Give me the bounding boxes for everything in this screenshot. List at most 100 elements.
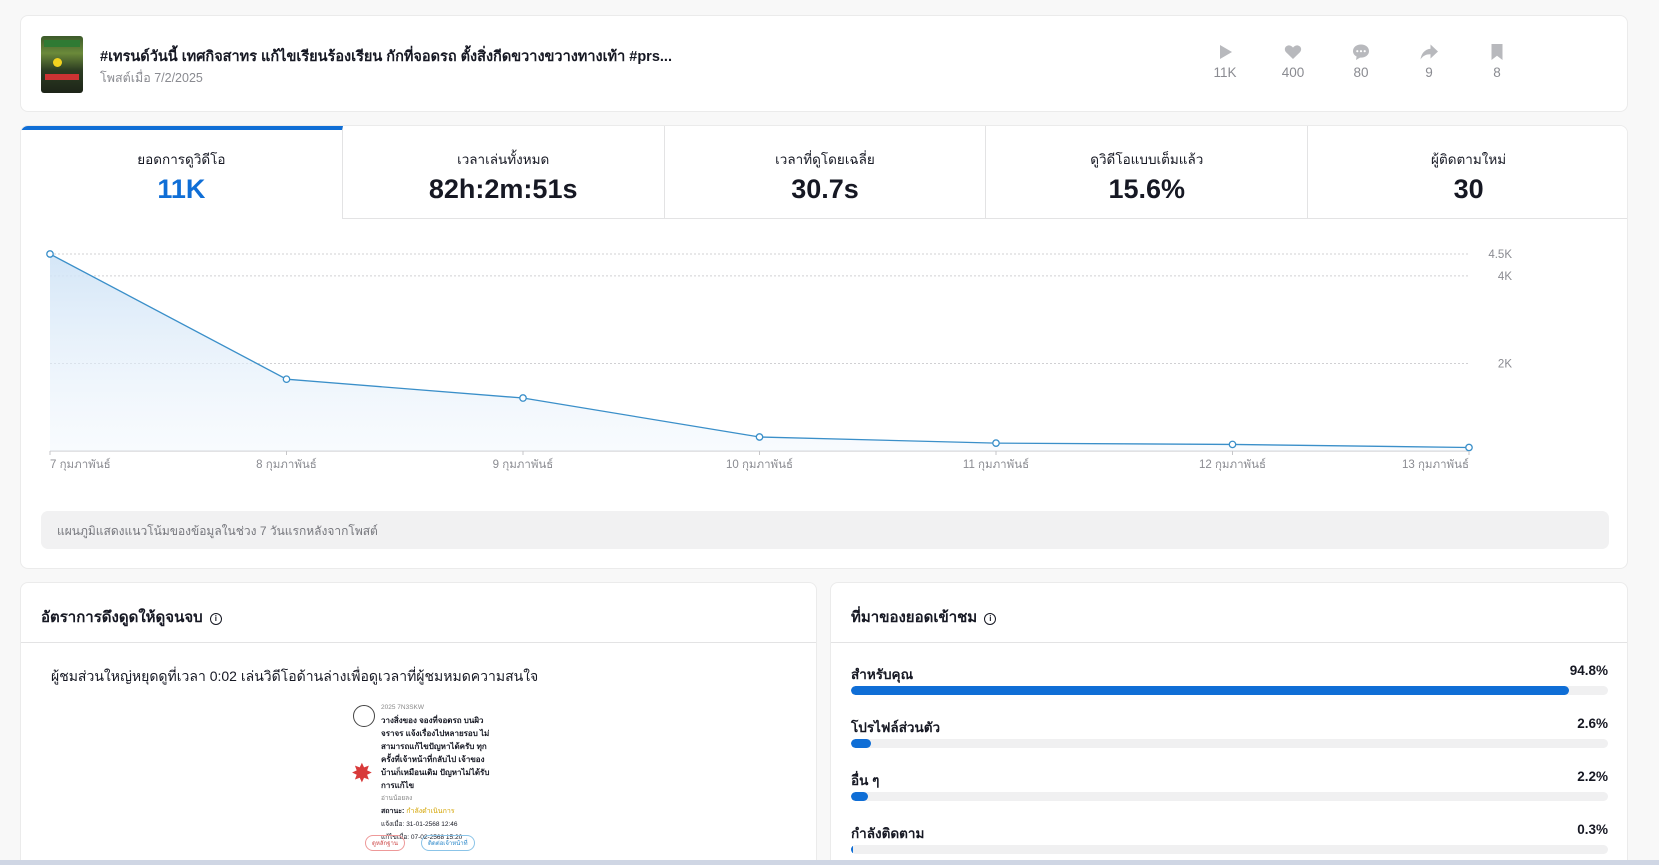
angry-icon: ✸	[351, 758, 373, 788]
chart-point[interactable]	[282, 375, 291, 384]
video-thumbnail[interactable]	[41, 36, 83, 93]
source-bar-track	[851, 739, 1608, 748]
comment-icon	[1353, 44, 1369, 60]
seal-icon	[353, 705, 375, 727]
y-tick-label: 2K	[1498, 358, 1512, 370]
traffic-source-row: สำหรับคุณ 94.8%	[851, 663, 1608, 711]
traffic-source-row: กำลังติดตาม 0.3%	[851, 822, 1608, 865]
views-trend-chart: 7 กุมภาพันธ์ 8 กุมภาพันธ์ 9 กุมภาพันธ์ 10 ก…	[46, 249, 1512, 471]
source-bar-track	[851, 845, 1608, 854]
divider	[831, 642, 1627, 643]
preview-line: การแก้ไข	[381, 781, 415, 790]
source-bar-track	[851, 792, 1608, 801]
comments-stat: 80	[1331, 42, 1391, 80]
preview-notified: แจ้งเมื่อ: 31-01-2568 12:46	[381, 821, 458, 828]
shares-stat: 9	[1399, 42, 1459, 80]
retention-description: ผู้ชมส่วนใหญ่หยุดดูที่เวลา 0:02 เล่นวิดี…	[51, 668, 539, 684]
chart-point[interactable]	[46, 250, 54, 258]
preview-line: สามารถแก้ไขปัญหาได้ครับ ทุก	[381, 742, 487, 751]
tab-value: 11K	[157, 174, 206, 204]
heart-icon	[1284, 45, 1302, 59]
tab-label: ดูวิดีโอแบบเต็มแล้ว	[1090, 152, 1204, 167]
x-tick-label: 10 กุมภาพันธ์	[726, 457, 793, 471]
retention-card: อัตราการดึงดูดให้ดูจนจบ i ผู้ชมส่วนใหญ่ห…	[20, 582, 817, 865]
tab-total-play-time[interactable]: เวลาเล่นทั้งหมด 82h:2m:51s	[342, 126, 665, 219]
traffic-title: ที่มาของยอดเข้าชม i	[851, 605, 997, 629]
preview-evidence-button: ดูหลักฐาน	[365, 835, 405, 851]
tab-value: 15.6%	[1108, 174, 1186, 204]
preview-line: จราจร แจ้งเรื่องไปหลายรอบ ไม่	[381, 729, 490, 738]
post-summary-card: #เทรนด์วันนี้ เทศกิจสาทร แก้ไขเรียนร้องเ…	[20, 15, 1628, 112]
tab-watched-full-video[interactable]: ดูวิดีโอแบบเต็มแล้ว 15.6%	[986, 126, 1309, 219]
preview-status-label: สถานะ:	[381, 808, 405, 815]
views-stat: 11K	[1195, 42, 1255, 80]
tab-video-views[interactable]: ยอดการดูวิดีโอ 11K	[21, 126, 343, 219]
post-title: #เทรนด์วันนี้ เทศกิจสาทร แก้ไขเรียนร้องเ…	[100, 49, 672, 65]
x-tick-label: 12 กุมภาพันธ์	[1199, 457, 1266, 471]
x-tick-label: 8 กุมภาพันธ์	[256, 457, 317, 471]
y-tick-label: 4.5K	[1488, 249, 1512, 261]
x-tick-label: 11 กุมภาพันธ์	[963, 457, 1029, 471]
source-percent: 2.2%	[1577, 769, 1608, 784]
tab-value: 30	[1453, 174, 1484, 204]
source-name: โปรไฟล์ส่วนตัว	[851, 720, 941, 735]
source-name: สำหรับคุณ	[851, 667, 914, 682]
likes-stat: 400	[1263, 42, 1323, 80]
retention-video-preview[interactable]: 2025 7N3SKW วางสิ่งของ จองที่จอดรถ บนผิว…	[351, 701, 511, 861]
comments-count: 80	[1353, 65, 1369, 80]
play-icon	[1220, 45, 1232, 59]
info-icon[interactable]: i	[984, 613, 997, 625]
preview-text: 2025 7N3SKW วางสิ่งของ จองที่จอดรถ บนผิว…	[381, 701, 511, 844]
preview-contact-button: ติดต่อเจ้าหน้าที่	[421, 835, 475, 851]
shares-count: 9	[1425, 65, 1433, 80]
source-percent: 0.3%	[1577, 822, 1608, 837]
preview-year: 2025 7N3SKW	[381, 704, 424, 711]
source-bar-fill	[851, 792, 868, 801]
likes-count: 400	[1281, 65, 1305, 80]
preview-read-more: อ่านน้อยลง	[381, 795, 413, 802]
retention-title: อัตราการดึงดูดให้ดูจนจบ i	[41, 605, 222, 629]
retention-title-text: อัตราการดึงดูดให้ดูจนจบ	[41, 609, 203, 626]
traffic-title-text: ที่มาของยอดเข้าชม	[851, 609, 978, 626]
tab-label: ผู้ติดตามใหม่	[1431, 152, 1507, 167]
horizontal-scrollbar[interactable]	[0, 860, 1659, 865]
metrics-card: ยอดการดูวิดีโอ 11K เวลาเล่นทั้งหมด 82h:2…	[20, 125, 1628, 569]
bookmark-icon	[1491, 44, 1503, 60]
preview-line: วางสิ่งของ จองที่จอดรถ บนผิว	[381, 716, 484, 725]
preview-status-value: กำลังดำเนินการ	[406, 808, 455, 815]
tab-value: 82h:2m:51s	[428, 174, 578, 204]
tab-label: เวลาที่ดูโดยเฉลี่ย	[775, 152, 875, 167]
preview-line: ครั้งที่เจ้าหน้าที่กลับไป เจ้าของ	[381, 755, 485, 764]
post-date: โพสต์เมื่อ 7/2/2025	[100, 71, 203, 85]
saves-count: 8	[1493, 65, 1501, 80]
tab-label: ยอดการดูวิดีโอ	[137, 152, 226, 167]
tab-new-followers[interactable]: ผู้ติดตามใหม่ 30	[1308, 126, 1627, 219]
chart-point[interactable]	[519, 394, 527, 402]
saves-stat: 8	[1467, 42, 1527, 80]
source-percent: 94.8%	[1569, 663, 1608, 678]
source-bar-fill	[851, 845, 854, 854]
chart-point[interactable]	[755, 433, 764, 441]
traffic-source-card: ที่มาของยอดเข้าชม i สำหรับคุณ 94.8% โปรไ…	[830, 582, 1628, 865]
chart-point[interactable]	[992, 439, 1000, 447]
x-tick-label: 7 กุมภาพันธ์	[50, 457, 111, 471]
metric-tabs: ยอดการดูวิดีโอ 11K เวลาเล่นทั้งหมด 82h:2…	[21, 126, 1627, 219]
chart-point[interactable]	[1465, 443, 1473, 452]
chart-area-fill	[50, 254, 1469, 451]
share-icon	[1420, 44, 1438, 60]
source-bar-fill	[851, 686, 1569, 695]
chart-point[interactable]	[1228, 440, 1237, 449]
traffic-source-row: โปรไฟล์ส่วนตัว 2.6%	[851, 716, 1608, 764]
tab-label: เวลาเล่นทั้งหมด	[457, 152, 550, 167]
x-tick-label: 13 กุมภาพันธ์	[1402, 457, 1469, 471]
source-name: อื่น ๆ	[851, 773, 880, 788]
source-name: กำลังติดตาม	[851, 826, 925, 841]
tab-value: 30.7s	[791, 174, 859, 204]
views-count: 11K	[1213, 65, 1237, 80]
info-icon[interactable]: i	[209, 613, 222, 625]
source-percent: 2.6%	[1577, 716, 1608, 731]
chart-note: แผนภูมิแสดงแนวโน้มของข้อมูลในช่วง 7 วันแ…	[41, 511, 1609, 549]
tab-average-watch-time[interactable]: เวลาที่ดูโดยเฉลี่ย 30.7s	[664, 126, 987, 219]
x-tick-label: 9 กุมภาพันธ์	[493, 457, 554, 471]
source-bar-track	[851, 686, 1608, 695]
